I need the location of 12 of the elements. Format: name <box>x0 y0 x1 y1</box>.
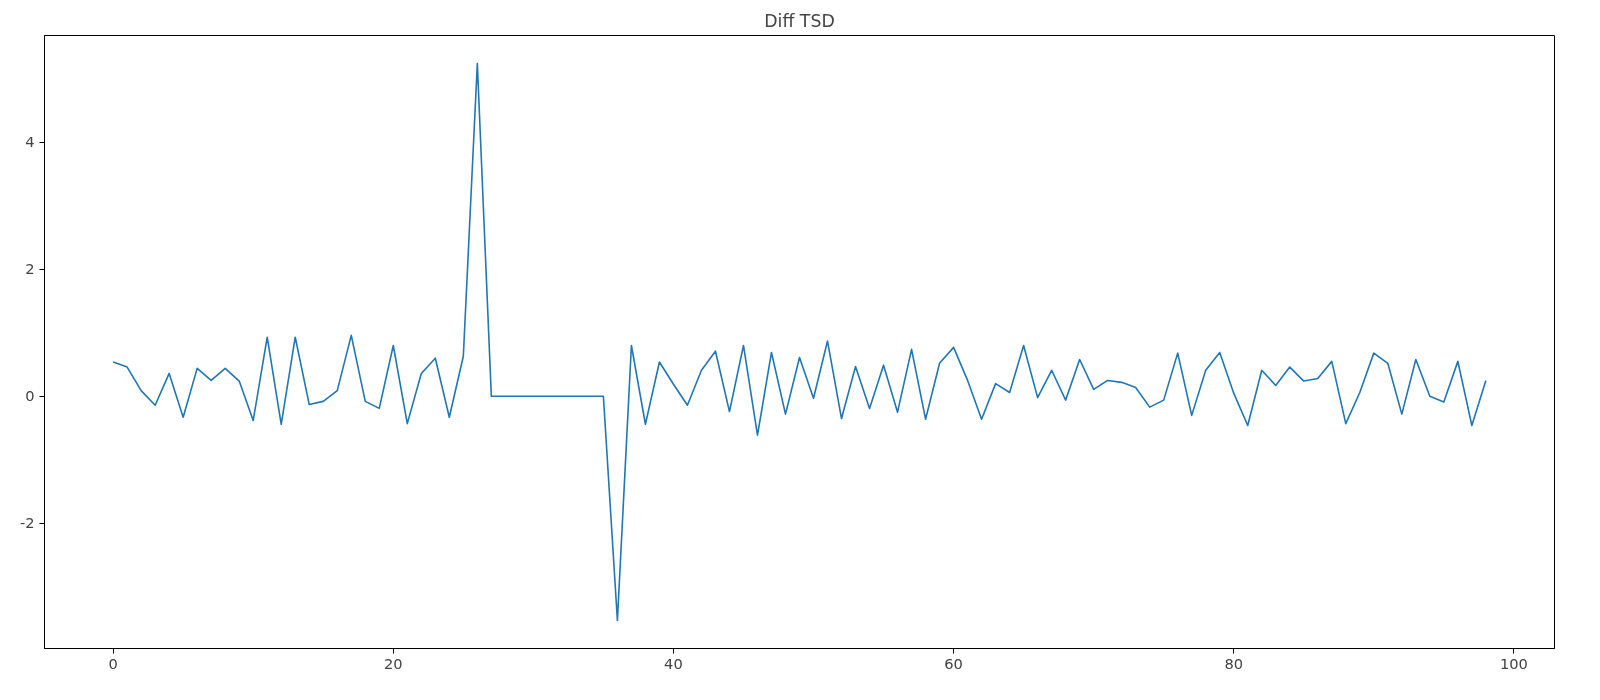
line-series <box>112 62 1487 622</box>
y-tick-label: -2 <box>19 514 35 532</box>
x-tick-label: 100 <box>1499 654 1528 672</box>
x-tick-label: 80 <box>1224 654 1244 672</box>
x-tick-label: 40 <box>664 654 683 672</box>
y-tick-label: 0 <box>25 387 35 405</box>
chart-title: Diff TSD <box>764 10 835 31</box>
x-tick-label: 0 <box>108 654 118 672</box>
y-tick-label: 4 <box>25 133 35 151</box>
y-tick-label: 2 <box>25 260 35 278</box>
x-tick-label: 20 <box>383 654 403 672</box>
x-tick-label: 60 <box>944 654 963 672</box>
